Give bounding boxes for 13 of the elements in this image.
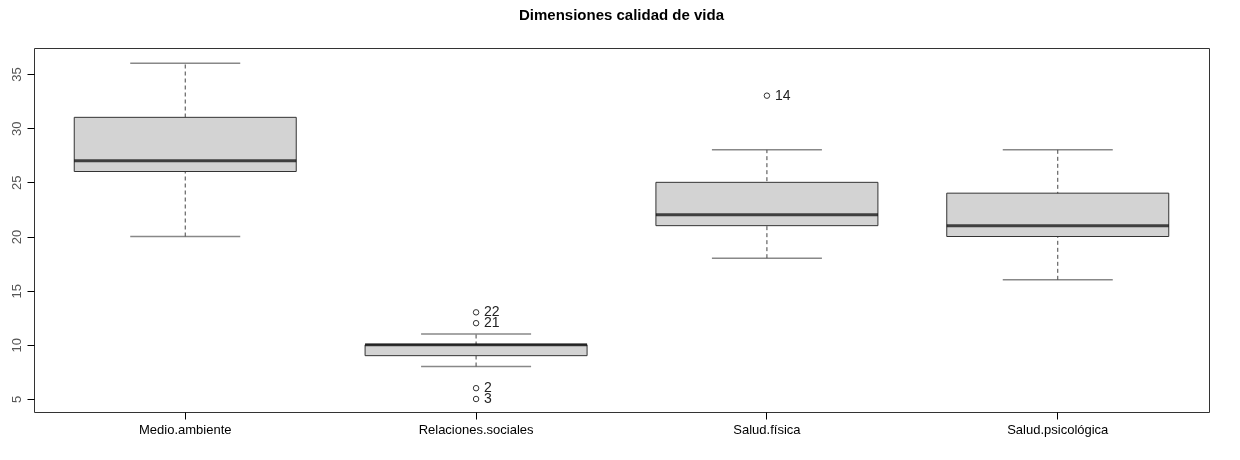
y-tick-label: 5: [8, 395, 24, 404]
y-tick-label: 30: [8, 121, 24, 136]
annotation: 14: [774, 86, 791, 103]
chart-title: Dimensiones calidad de vida: [518, 6, 725, 23]
x-tick-label: Relaciones.sociales: [418, 421, 535, 437]
x-tick-label: Medio.ambiente: [138, 421, 232, 437]
y-tick-label: 35: [8, 67, 24, 82]
x-tick-label: Salud.psicológica: [1007, 421, 1110, 437]
y-tick-label: 10: [8, 338, 24, 353]
x-tick-label: Salud.física: [733, 421, 802, 437]
y-tick-label: 25: [8, 175, 24, 191]
y-tick-label: 20: [8, 229, 24, 245]
y-tick-label: 15: [8, 283, 24, 299]
